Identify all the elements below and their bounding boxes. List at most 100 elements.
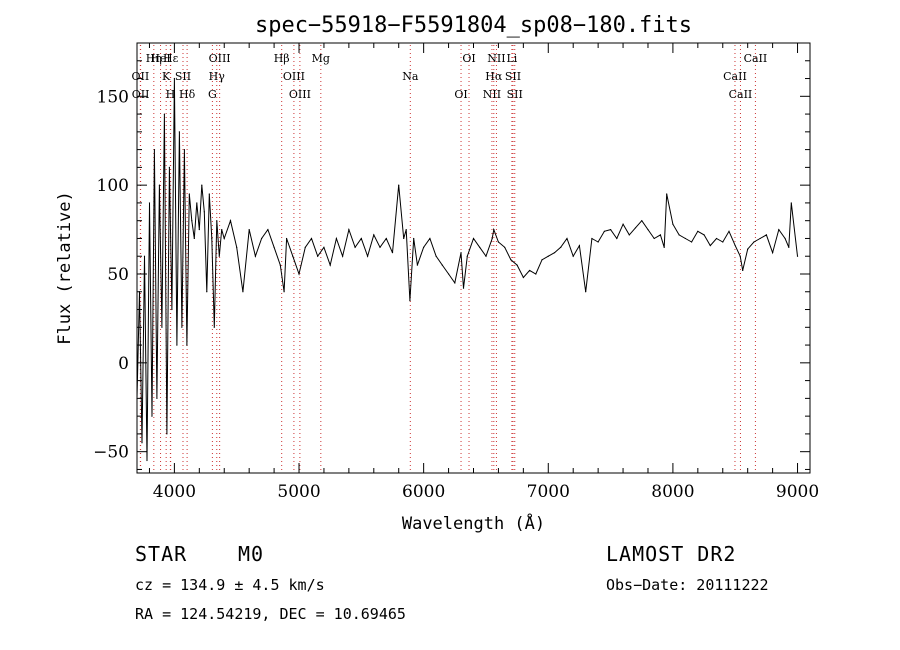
spectrum-point-65: [403, 237, 405, 240]
spectrum-point-120: [715, 237, 718, 240]
spectrum-point-26: [201, 184, 203, 186]
spectrum-point-41: [261, 237, 263, 240]
spectrum-point-50: [310, 237, 313, 240]
spectrum-point-56: [348, 228, 350, 231]
spectrum-point-43: [273, 246, 275, 248]
y-tick-label-1: 0: [118, 354, 129, 374]
spectrum-point-72: [435, 255, 437, 257]
line-label-5: H: [166, 88, 176, 101]
y-tick-label-2: 50: [107, 265, 129, 285]
x-axis-label: Wavelength (Å): [402, 512, 545, 534]
spectrum-point-45: [283, 291, 285, 293]
spectrum-point-91: [541, 259, 543, 261]
line-label-11: G: [208, 88, 217, 101]
line-label-19: Hα: [485, 70, 503, 83]
line-label-13: OIII: [283, 70, 305, 83]
spectrum-point-107: [641, 220, 643, 222]
spectrum-point-9: [158, 184, 161, 186]
spectrum-point-19: [183, 149, 185, 151]
line-label-4: K: [162, 70, 171, 83]
cz-label: cz = 134.9 ± 4.5 km/s: [135, 576, 325, 594]
y-tick-label-0: −50: [93, 443, 129, 463]
spectrum-point-34: [221, 228, 223, 231]
spectrum-point-62: [385, 237, 387, 240]
spectrum-point-123: [734, 244, 736, 247]
spectrum-point-117: [697, 230, 699, 232]
spectrum-point-93: [553, 252, 556, 254]
spectrum-point-7: [153, 149, 156, 151]
star-subclass-label: M0: [238, 542, 265, 566]
line-label-1: OII: [132, 70, 150, 83]
spectrum-point-66: [405, 228, 407, 231]
spectrum-point-135: [796, 255, 799, 257]
line-label-25: CaII: [723, 70, 747, 83]
spectrum-point-105: [628, 234, 630, 236]
spectrum-point-99: [591, 237, 593, 240]
spectrum-point-132: [784, 237, 786, 240]
line-label-3: Hη: [146, 52, 162, 65]
spectrum-point-3: [143, 255, 146, 257]
spectrum-point-95: [566, 237, 568, 240]
spectrum-point-114: [678, 234, 680, 236]
line-label-22: SII: [505, 70, 521, 83]
line-label-23: SII: [507, 88, 523, 101]
spectrum-point-109: [653, 237, 655, 240]
line-label-27: CaII: [744, 52, 768, 65]
line-label-10: Hγ: [209, 70, 226, 83]
line-label-7: SII: [175, 70, 191, 83]
line-label-17: OI: [454, 88, 467, 101]
spectrum-point-52: [323, 246, 325, 248]
line-label-0: Hε: [163, 52, 179, 65]
spectrum-point-10: [161, 326, 163, 328]
spectrum-point-87: [516, 264, 518, 266]
spectrum-point-75: [454, 282, 456, 284]
x-tick-label-4000: 4000: [153, 482, 196, 502]
obs-date-label: Obs−Date: 20111222: [606, 576, 769, 594]
survey-label: LAMOST DR2: [606, 542, 737, 566]
line-label-8: Hδ: [179, 88, 196, 101]
spectrum-point-108: [647, 228, 649, 231]
spectrum-point-94: [560, 246, 562, 248]
spectrum-point-18: [181, 326, 183, 328]
spectrum-point-112: [666, 193, 668, 195]
spectrum-point-68: [413, 237, 415, 240]
spectrum-point-76: [460, 252, 462, 254]
x-tick-label-9000: 9000: [776, 482, 819, 502]
spectrum-point-121: [722, 241, 724, 243]
spectrum-point-90: [535, 273, 537, 275]
star-class-label: STAR: [135, 542, 188, 566]
x-tick-label-8000: 8000: [651, 482, 694, 502]
spectrum-point-13: [168, 166, 171, 168]
spectrum-point-46: [285, 237, 288, 240]
spectrum-point-82: [491, 237, 493, 240]
spectrum-point-89: [528, 269, 531, 272]
spectrum-point-2: [141, 442, 143, 444]
spectrum-point-33: [218, 255, 220, 257]
spectrum-point-4: [146, 459, 148, 462]
spectrum-point-74: [447, 273, 450, 275]
spectrum-point-31: [213, 326, 215, 328]
spectrum-point-23: [193, 237, 195, 240]
spectrum-point-5: [148, 202, 151, 204]
y-axis-label: Flux (relative): [55, 191, 75, 345]
line-label-14: OIII: [289, 88, 311, 101]
spectrum-point-85: [504, 246, 506, 248]
spectrum-point-101: [603, 230, 605, 232]
spectrum-point-127: [753, 241, 755, 243]
spectrum-point-11: [163, 113, 166, 115]
spectrum-point-44: [279, 264, 281, 266]
spectrum-point-118: [703, 234, 705, 236]
spectrum-point-102: [609, 228, 612, 231]
spectrum-point-77: [462, 287, 465, 289]
spectrum-point-21: [188, 193, 190, 195]
spectrum-point-67: [409, 300, 411, 302]
spectrum-point-84: [497, 241, 500, 243]
spectrum-point-64: [398, 184, 400, 186]
line-label-6: HeI: [150, 52, 170, 65]
spectrum-point-59: [366, 255, 369, 257]
spectrum-point-29: [208, 193, 210, 195]
spectrum-point-42: [267, 228, 269, 231]
spectrum-point-14: [171, 308, 173, 311]
spectrum-point-47: [292, 255, 294, 257]
